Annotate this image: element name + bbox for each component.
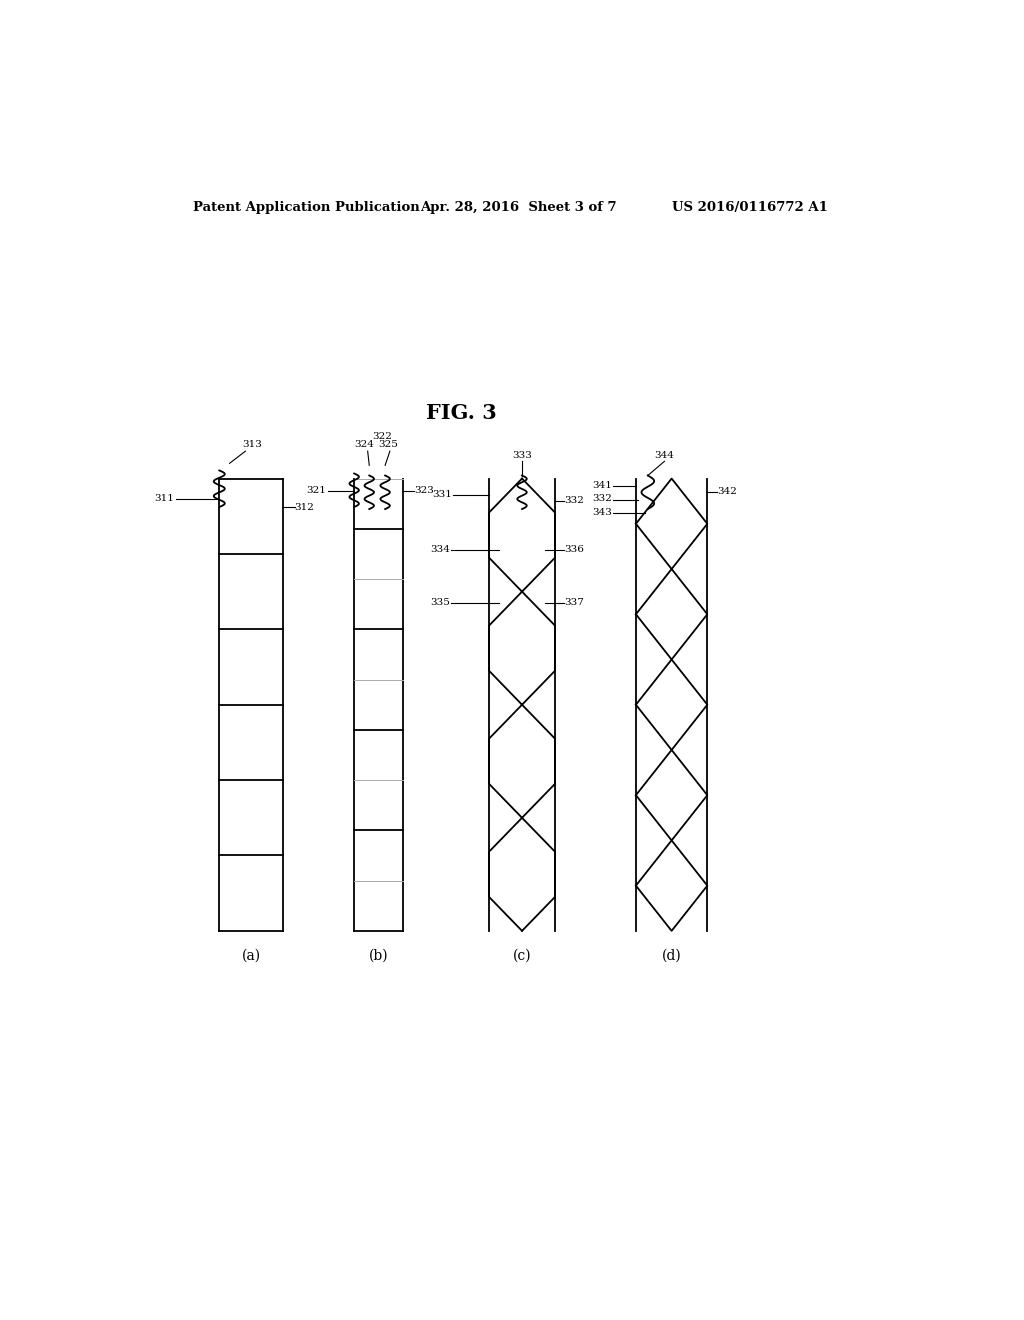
Text: 336: 336 — [564, 545, 585, 554]
Text: 324: 324 — [354, 440, 375, 449]
Text: (d): (d) — [662, 949, 682, 964]
Text: 313: 313 — [243, 440, 262, 449]
Text: 341: 341 — [592, 482, 612, 490]
Text: 333: 333 — [512, 451, 531, 461]
Text: 331: 331 — [432, 490, 452, 499]
Text: 312: 312 — [295, 503, 314, 512]
Text: US 2016/0116772 A1: US 2016/0116772 A1 — [672, 201, 827, 214]
Text: 344: 344 — [654, 451, 675, 461]
Text: (b): (b) — [369, 949, 388, 964]
Text: Apr. 28, 2016  Sheet 3 of 7: Apr. 28, 2016 Sheet 3 of 7 — [420, 201, 616, 214]
Text: 342: 342 — [717, 487, 736, 496]
Text: 311: 311 — [155, 495, 174, 503]
Text: 321: 321 — [306, 486, 327, 495]
Text: 323: 323 — [415, 486, 434, 495]
Text: 334: 334 — [430, 545, 451, 554]
Text: 332: 332 — [592, 495, 612, 503]
Text: 343: 343 — [592, 508, 612, 516]
Text: FIG. 3: FIG. 3 — [426, 403, 497, 422]
Text: 325: 325 — [378, 440, 398, 449]
Text: (c): (c) — [513, 949, 531, 964]
Text: 335: 335 — [430, 598, 451, 607]
Text: 337: 337 — [564, 598, 585, 607]
Text: 322: 322 — [372, 432, 392, 441]
Text: 332: 332 — [564, 496, 585, 506]
Text: (a): (a) — [242, 949, 260, 964]
Text: Patent Application Publication: Patent Application Publication — [194, 201, 420, 214]
